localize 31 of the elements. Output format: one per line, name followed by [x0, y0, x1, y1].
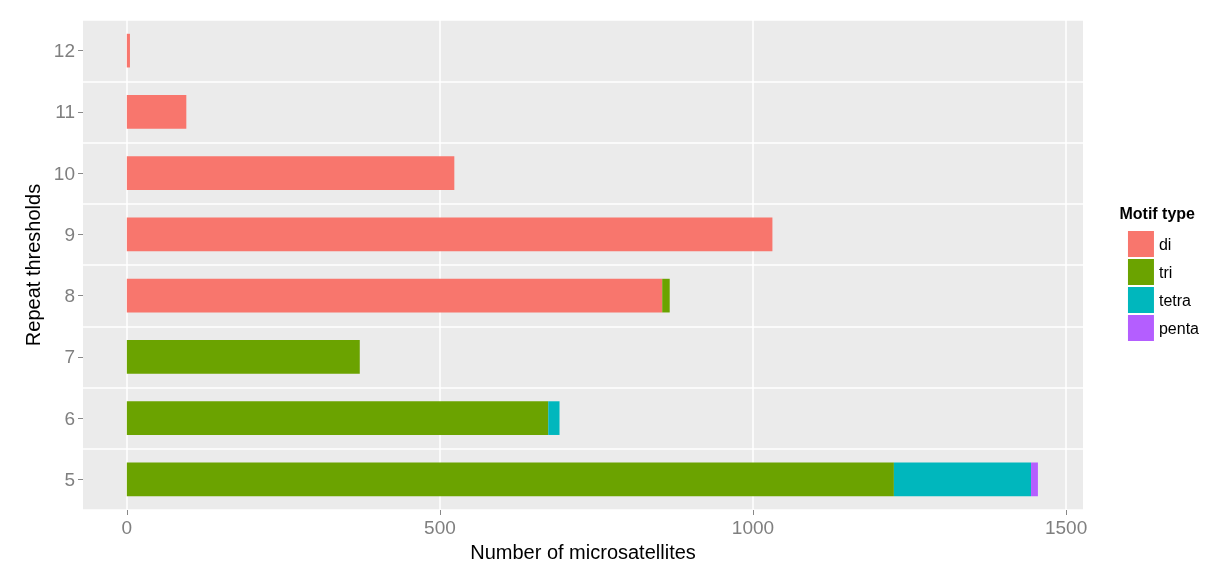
bar [126, 340, 360, 374]
y-tick-label: 11 [55, 101, 75, 123]
bar [126, 156, 455, 190]
legend-title: Motif type [1119, 204, 1196, 222]
x-tick-label: 1500 [1044, 517, 1088, 538]
bar [126, 401, 549, 435]
legend-label: penta [1158, 319, 1200, 337]
bar [126, 95, 187, 129]
bar [126, 462, 894, 497]
legend-label: tri [1158, 263, 1173, 281]
y-tick-label: 12 [53, 40, 75, 62]
bar [893, 462, 1032, 497]
bar [126, 33, 130, 68]
y-tick-label: 6 [64, 407, 75, 429]
legend-label: di [1158, 235, 1172, 253]
y-tick-label: 8 [64, 285, 75, 307]
y-tick-label: 9 [64, 223, 75, 245]
x-tick-label: 1000 [731, 517, 775, 538]
bar [662, 278, 670, 313]
bar [126, 278, 663, 313]
legend-label: tetra [1158, 291, 1192, 309]
x-tick-label: 500 [424, 517, 456, 538]
y-tick-label: 7 [64, 346, 75, 368]
bar [548, 401, 560, 435]
y-tick-label: 5 [64, 468, 75, 490]
y-tick-label: 10 [53, 162, 75, 184]
bar [126, 217, 773, 252]
x-axis-title: Number of microsatellites [470, 540, 696, 563]
y-axis-title: Repeat thresholds [21, 183, 44, 347]
x-tick-label: 0 [121, 517, 133, 538]
bar [1031, 462, 1038, 497]
